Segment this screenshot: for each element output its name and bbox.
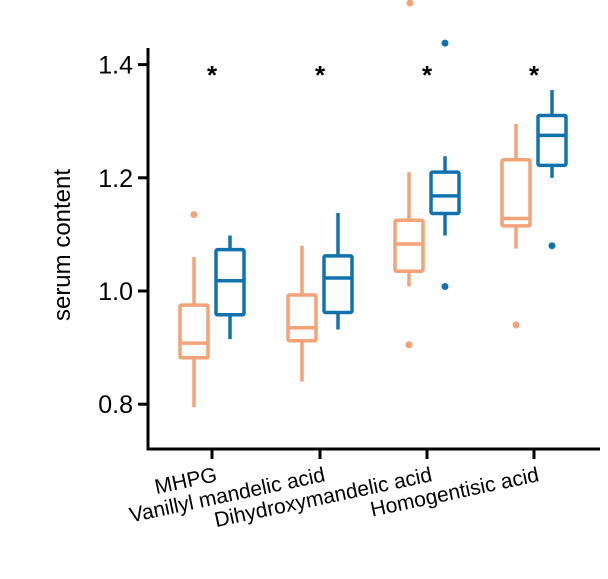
box-plot-box — [500, 124, 532, 329]
box-plot-box — [214, 235, 246, 340]
box-outlier-point — [190, 211, 198, 219]
y-tick-label: 1.4 — [98, 52, 133, 80]
box-outlier-point — [405, 341, 413, 349]
y-tick-label: 0.8 — [98, 391, 133, 419]
box-plot-box — [536, 90, 568, 250]
box-plot-box — [429, 39, 461, 290]
y-tick-label: 1.0 — [98, 278, 133, 306]
box-outlier-point — [512, 321, 520, 329]
box-iqr — [322, 254, 354, 315]
box-plot-area — [178, 0, 568, 408]
significance-asterisk: * — [529, 60, 540, 90]
box-outlier-point — [441, 282, 449, 290]
box-plot-box — [393, 172, 425, 349]
box-outlier-point — [548, 242, 556, 250]
box-iqr — [178, 303, 210, 360]
significance-markers: * * * * — [207, 60, 540, 90]
box-outlier-point — [441, 39, 449, 47]
box-iqr — [500, 157, 532, 228]
box-plot-box — [178, 211, 210, 408]
significance-asterisk: * — [315, 60, 326, 90]
box-plot-box — [286, 245, 318, 382]
box-outlier-point — [406, 0, 414, 7]
y-tick-label: 1.2 — [98, 165, 133, 193]
box-iqr — [536, 113, 568, 168]
y-axis: 0.8 1.0 1.2 1.4 — [98, 48, 150, 449]
y-axis-title: serum content — [49, 169, 76, 321]
significance-asterisk: * — [422, 60, 433, 90]
box-iqr — [286, 293, 318, 343]
significance-asterisk: * — [207, 60, 218, 90]
box-plot-box — [322, 212, 354, 330]
box-iqr — [429, 170, 461, 216]
